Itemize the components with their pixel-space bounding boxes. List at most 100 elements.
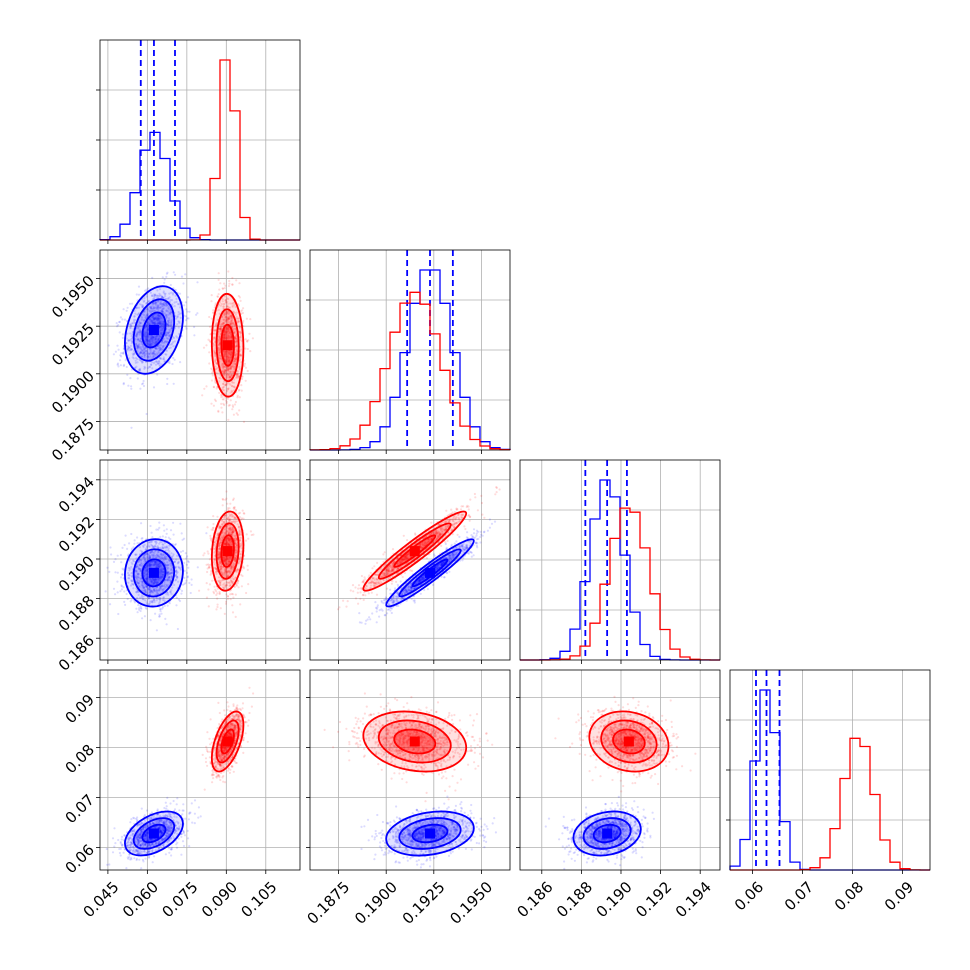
scatter-point: [161, 322, 164, 326]
scatter-point: [150, 357, 153, 360]
scatter-point: [207, 605, 210, 608]
scatter-point: [150, 334, 154, 337]
scatter-point: [226, 558, 229, 561]
scatter-point: [171, 571, 174, 575]
scatter-point: [225, 490, 228, 493]
scatter-point: [151, 276, 154, 279]
scatter-point: [156, 373, 159, 376]
scatter-point: [380, 601, 383, 604]
scatter-point: [230, 579, 233, 583]
scatter-point: [235, 554, 238, 557]
scatter-point: [162, 358, 166, 361]
scatter-point: [225, 556, 228, 559]
scatter-point: [169, 312, 172, 315]
scatter-point: [236, 568, 239, 571]
scatter-point: [158, 322, 162, 325]
scatter-point: [230, 592, 233, 596]
scatter-point: [229, 584, 232, 587]
scatter-point: [151, 545, 154, 548]
scatter-point: [214, 554, 217, 558]
scatter-point: [239, 553, 242, 556]
scatter-point: [137, 604, 140, 607]
scatter-point: [227, 563, 230, 566]
scatter-point: [148, 323, 151, 326]
scatter-point: [175, 570, 178, 573]
scatter-point: [145, 585, 148, 588]
scatter-point: [236, 374, 239, 377]
scatter-point: [157, 318, 160, 321]
scatter-point: [154, 578, 157, 581]
scatter-point: [209, 534, 212, 538]
scatter-point: [236, 372, 239, 375]
scatter-point: [133, 601, 136, 604]
scatter-point: [158, 588, 161, 591]
scatter-point: [215, 590, 218, 593]
scatter-point: [249, 318, 252, 321]
scatter-point: [169, 537, 172, 541]
scatter-point: [390, 611, 393, 615]
scatter-point: [154, 316, 157, 319]
scatter-point: [172, 292, 175, 295]
histogram-0: [96, 39, 301, 241]
scatter-point: [143, 558, 146, 561]
scatter-point: [176, 571, 179, 574]
scatter-point: [176, 627, 179, 631]
scatter-point: [137, 327, 140, 330]
scatter-point: [228, 531, 231, 534]
scatter-point: [224, 318, 227, 321]
scatter-point: [140, 340, 143, 343]
scatter-point: [156, 589, 159, 593]
scatter-point: [225, 544, 228, 547]
scatter-point: [210, 570, 213, 573]
scatter-point: [161, 584, 164, 587]
scatter-point: [159, 563, 163, 566]
scatter-point: [236, 582, 239, 585]
scatter-point: [144, 591, 147, 594]
scatter-point: [219, 582, 222, 585]
scatter-point: [228, 560, 231, 563]
scatter-point: [231, 515, 235, 518]
scatter-point: [144, 559, 148, 563]
scatter-point: [220, 541, 223, 544]
scatter-point: [148, 565, 151, 568]
scatter-point: [241, 377, 244, 380]
scatter-point: [222, 556, 225, 559]
scatter-point: [223, 333, 226, 337]
scatter-point: [227, 537, 230, 540]
scatter-point: [165, 353, 168, 356]
scatter-point: [218, 341, 221, 344]
scatter-point: [218, 547, 221, 550]
scatter-point: [167, 579, 170, 582]
scatter-point: [222, 557, 225, 561]
scatter-point: [142, 384, 146, 388]
scatter-point: [158, 542, 161, 545]
scatter-point: [228, 507, 231, 510]
scatter-point: [175, 297, 178, 300]
scatter-point: [156, 563, 160, 566]
scatter-point: [142, 351, 145, 354]
scatter-point: [185, 308, 188, 311]
scatter-point: [165, 623, 168, 626]
scatter-point: [137, 593, 140, 597]
scatter-point: [135, 581, 138, 584]
scatter-point: [161, 276, 164, 279]
scatter-point: [161, 310, 164, 313]
scatter-point: [165, 298, 168, 301]
density-peak: [148, 567, 159, 578]
scatter-point: [171, 303, 174, 306]
scatter-point: [219, 328, 222, 331]
scatter-point: [149, 343, 152, 346]
scatter-point: [130, 324, 133, 327]
scatter-point: [206, 526, 209, 529]
scatter-point: [150, 601, 154, 604]
scatter-point: [223, 557, 226, 561]
scatter-point: [159, 571, 162, 575]
scatter-point: [143, 585, 146, 589]
scatter-point: [138, 563, 141, 567]
scatter-point: [136, 338, 139, 341]
scatter-point: [153, 353, 156, 356]
scatter-point: [145, 579, 148, 582]
scatter-point: [226, 373, 230, 376]
scatter-point: [167, 331, 170, 334]
scatter-point: [145, 601, 148, 604]
